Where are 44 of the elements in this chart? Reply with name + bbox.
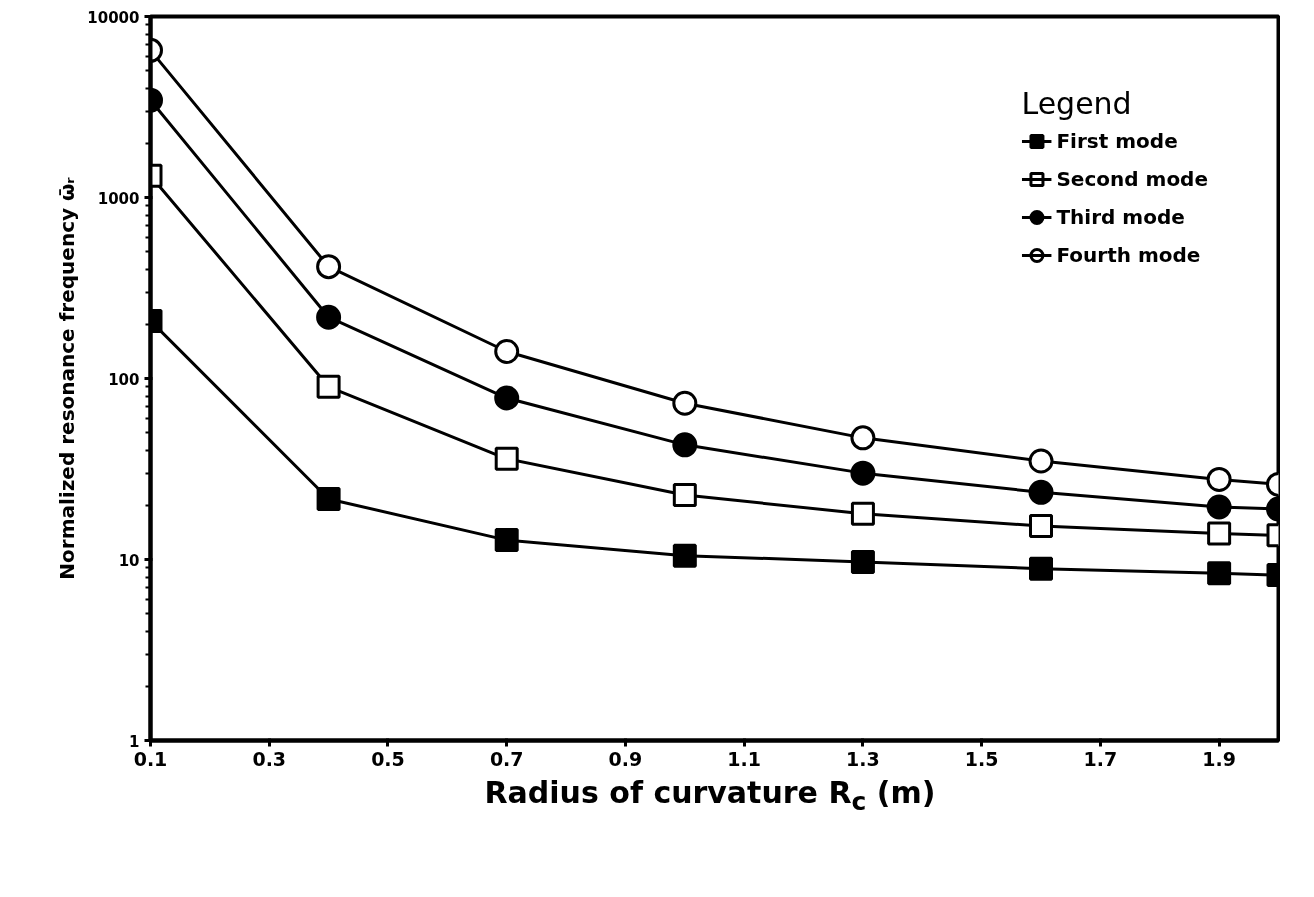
point bbox=[494, 385, 520, 411]
point bbox=[316, 254, 342, 280]
point bbox=[850, 501, 875, 526]
x-tick-label: 1.1 bbox=[727, 747, 762, 770]
point bbox=[494, 528, 519, 553]
point bbox=[1207, 561, 1232, 586]
legend-label: Fourth mode bbox=[1056, 243, 1201, 267]
point bbox=[316, 486, 341, 511]
point bbox=[1028, 448, 1054, 474]
point bbox=[494, 339, 520, 364]
x-tick-label: 1.5 bbox=[964, 747, 999, 770]
point bbox=[672, 483, 697, 508]
x-axis-title: Radius of curvature R$_{c}$ (m) bbox=[484, 774, 936, 818]
point bbox=[672, 543, 697, 568]
point bbox=[1206, 466, 1232, 492]
point bbox=[316, 304, 342, 330]
x-tick-label: 0.3 bbox=[252, 747, 287, 770]
point bbox=[1028, 479, 1054, 505]
point bbox=[850, 549, 875, 574]
y-tick-label: 1000 bbox=[97, 189, 140, 208]
point bbox=[672, 432, 698, 458]
point bbox=[1207, 521, 1232, 546]
point bbox=[1029, 514, 1054, 539]
legend-label: Second mode bbox=[1056, 167, 1208, 191]
legend-title: Legend bbox=[1021, 86, 1133, 121]
legend-label: Third mode bbox=[1056, 205, 1185, 229]
y-tick-label: 100 bbox=[108, 370, 140, 389]
y-tick-label: 10000 bbox=[87, 8, 140, 27]
point bbox=[494, 446, 519, 471]
y-tick-label: 10 bbox=[118, 551, 140, 570]
x-tick-label: 1.9 bbox=[1202, 747, 1236, 770]
point bbox=[1029, 556, 1054, 581]
x-tick-label: 1.7 bbox=[1083, 747, 1118, 770]
legend-label: First mode bbox=[1056, 129, 1178, 153]
x-tick-label: 1.3 bbox=[846, 747, 880, 770]
point bbox=[850, 425, 876, 451]
point bbox=[316, 374, 341, 399]
point bbox=[672, 390, 698, 416]
x-tick-label: 0.7 bbox=[489, 747, 524, 770]
point bbox=[1206, 494, 1232, 520]
x-tick-label: 0.5 bbox=[371, 747, 405, 770]
point bbox=[850, 460, 876, 486]
x-tick-label: 0.9 bbox=[608, 747, 643, 770]
y-axis-title: Normalized resonance frequency ω̄ᵣ bbox=[55, 176, 80, 580]
